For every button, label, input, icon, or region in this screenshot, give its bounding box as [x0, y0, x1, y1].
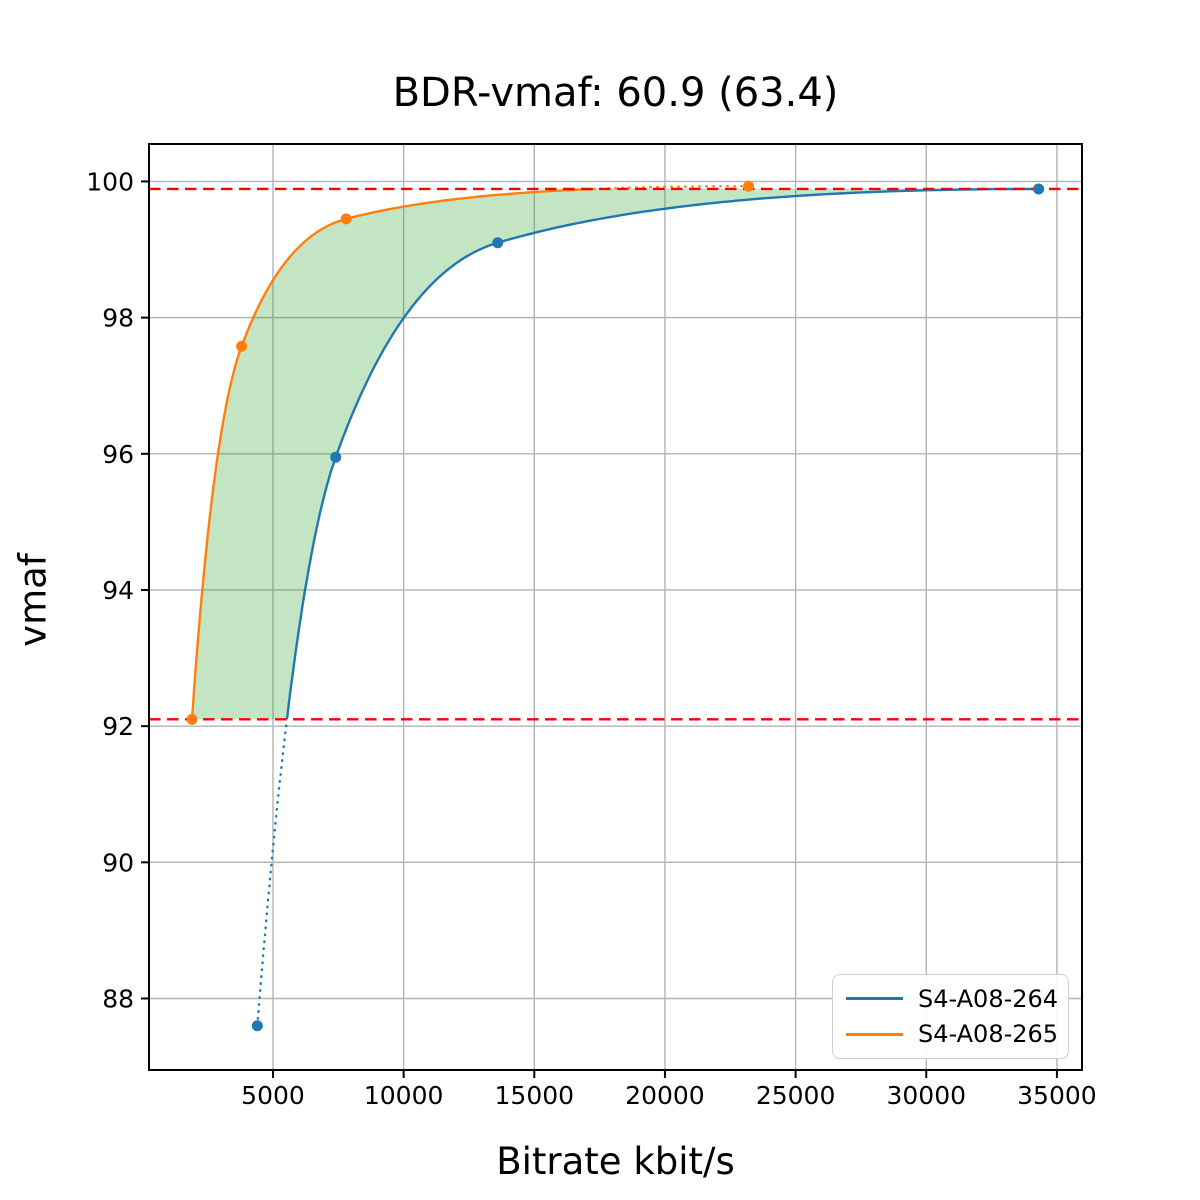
data-point-S4-A08-265	[743, 180, 755, 192]
legend-label: S4-A08-265	[918, 1020, 1059, 1049]
y-tick-label: 88	[102, 985, 134, 1014]
series-265-curve	[593, 185, 750, 191]
y-tick-label: 90	[102, 848, 134, 877]
data-point-S4-A08-264	[1033, 183, 1045, 195]
series-265-curve	[190, 187, 595, 720]
legend-line-icon	[846, 1032, 903, 1036]
bd-shaded-region	[192, 188, 1039, 720]
x-tick-label: 15000	[495, 1081, 575, 1110]
x-axis-label: Bitrate kbit/s	[496, 1140, 735, 1183]
legend-label: S4-A08-264	[918, 984, 1059, 1013]
x-tick-label: 10000	[364, 1081, 444, 1110]
y-tick-label: 94	[102, 576, 134, 605]
y-tick-label: 100	[86, 167, 134, 196]
series-264-curve	[285, 187, 1039, 720]
x-tick-label: 30000	[886, 1081, 966, 1110]
x-tick-label: 5000	[241, 1081, 305, 1110]
data-point-S4-A08-265	[340, 213, 352, 225]
x-tick-label: 35000	[1017, 1081, 1097, 1110]
y-tick-label: 92	[102, 712, 134, 741]
x-tick-label: 20000	[625, 1081, 705, 1110]
chart-title: BDR-vmaf: 60.9 (63.4)	[392, 70, 839, 116]
legend: S4-A08-264 S4-A08-265	[832, 974, 1069, 1059]
legend-line-icon	[846, 997, 903, 1001]
data-point-S4-A08-265	[186, 713, 198, 725]
data-point-S4-A08-264	[492, 237, 504, 249]
data-point-S4-A08-264	[330, 451, 342, 463]
data-point-S4-A08-265	[236, 340, 248, 352]
legend-item: S4-A08-264	[833, 987, 1068, 1011]
y-tick-label: 98	[102, 304, 134, 333]
legend-item: S4-A08-265	[833, 1022, 1068, 1046]
x-tick-label: 25000	[756, 1081, 836, 1110]
y-axis-label: vmaf	[11, 553, 55, 647]
axes-frame	[148, 143, 1083, 1071]
series-264-curve	[256, 718, 289, 1027]
y-tick-label: 96	[102, 440, 134, 469]
data-point-S4-A08-264	[251, 1020, 263, 1032]
